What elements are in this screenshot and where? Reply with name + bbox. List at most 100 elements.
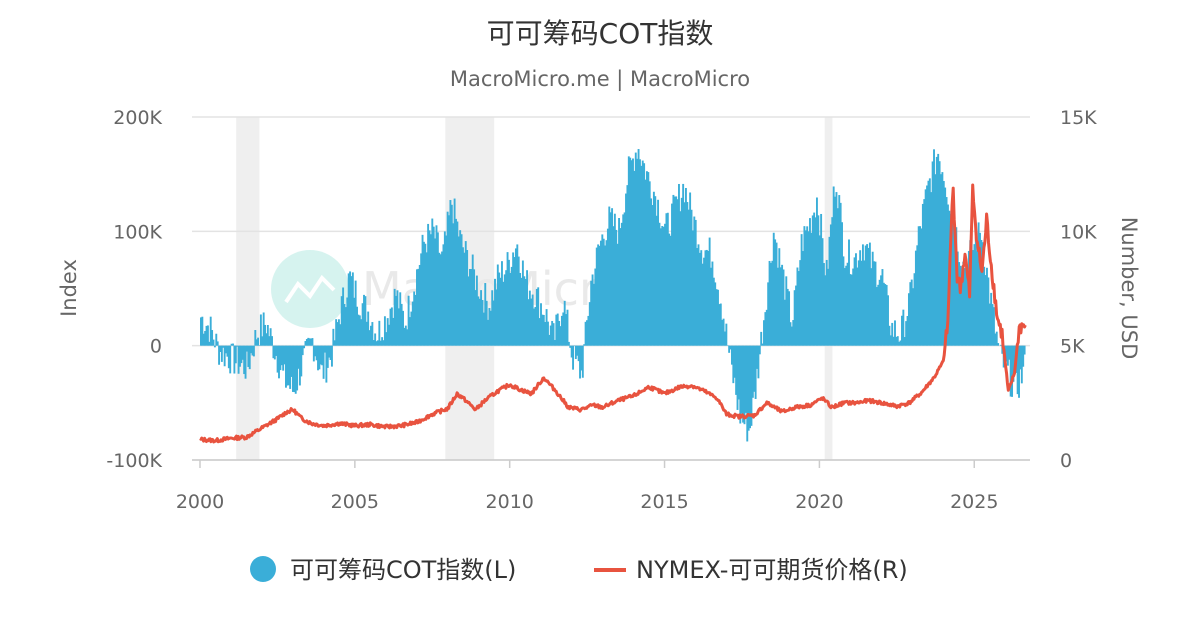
cot-bar-326 <box>654 196 657 346</box>
cot-bar-153 <box>413 291 416 346</box>
cot-bar-280 <box>590 280 593 346</box>
legend-circle-icon <box>250 556 276 582</box>
left-tick-label: 0 <box>150 336 162 358</box>
cot-bars <box>200 149 1026 442</box>
legend-item-cot[interactable]: 可可筹码COT指数(L) <box>250 556 516 584</box>
cot-bar-245 <box>541 314 544 346</box>
cot-bar-129 <box>379 340 382 346</box>
cot-bar-67 <box>293 345 296 393</box>
cot-bar-107 <box>349 271 352 346</box>
cot-bar-179 <box>449 200 452 346</box>
cot-bar-216 <box>501 261 503 346</box>
cot-bar-281 <box>591 274 594 346</box>
cot-bar-213 <box>496 264 499 346</box>
cot-bar-126 <box>375 341 378 346</box>
legend-item-price[interactable]: NYMEX-可可期货价格(R) <box>594 556 908 584</box>
cot-bar-555 <box>973 244 976 346</box>
cot-bar-82 <box>314 345 317 357</box>
cot-bar-109 <box>351 272 354 346</box>
cot-bar-269 <box>574 345 577 360</box>
cot-bar-234 <box>526 270 529 346</box>
cot-bar-230 <box>520 277 523 346</box>
cot-bar-116 <box>361 303 364 346</box>
cot-bar-454 <box>832 186 835 346</box>
cot-bar-251 <box>549 325 552 346</box>
cot-bar-177 <box>446 211 449 346</box>
cot-bar-190 <box>464 241 467 346</box>
cot-bar-508 <box>907 293 910 346</box>
cot-bar-80 <box>311 338 314 346</box>
cot-bar-370 <box>715 289 718 346</box>
cot-bar-132 <box>383 316 386 346</box>
cot-bar-250 <box>548 334 551 346</box>
cot-bar-447 <box>822 263 825 346</box>
cot-bar-166 <box>431 218 434 346</box>
cot-bar-300 <box>618 218 620 346</box>
cot-bar-33 <box>245 345 248 352</box>
cot-bar-240 <box>534 307 537 346</box>
cot-bar-9 <box>212 339 215 346</box>
cot-bar-397 <box>753 345 756 392</box>
x-axis-ticks: 2000 2005 2010 2015 2020 2025 <box>176 460 998 513</box>
cot-bar-4 <box>205 325 208 346</box>
cot-bar-557 <box>976 251 979 346</box>
cot-bar-229 <box>519 272 522 346</box>
cot-bar-81 <box>312 345 315 362</box>
cot-bar-550 <box>966 271 969 346</box>
cot-bar-440 <box>813 212 816 346</box>
cot-bar-413 <box>775 242 778 346</box>
cot-bar-22 <box>230 343 233 346</box>
cot-bar-424 <box>790 326 793 346</box>
cot-bar-428 <box>796 267 799 346</box>
right-tick-label: 5K <box>1060 336 1085 358</box>
cot-bar-20 <box>227 345 230 369</box>
cot-bar-52 <box>272 345 275 359</box>
cot-bar-313 <box>636 158 639 346</box>
cot-bar-249 <box>547 321 549 346</box>
cot-bar-122 <box>370 325 372 346</box>
right-tick-label: 0 <box>1060 450 1072 472</box>
cot-bar-446 <box>821 238 824 346</box>
chart-subtitle: MacroMicro.me | MacroMicro <box>450 67 750 92</box>
cot-bar-520 <box>924 189 927 346</box>
cot-bar-2 <box>202 333 205 346</box>
cot-bar-546 <box>960 274 963 346</box>
cot-bar-44 <box>261 336 264 346</box>
cot-bar-401 <box>758 345 761 355</box>
cot-bar-241 <box>535 288 538 346</box>
cot-bar-197 <box>474 290 477 346</box>
cot-bar-476 <box>863 260 866 346</box>
cot-bar-243 <box>538 318 541 346</box>
cot-bar-276 <box>584 321 587 346</box>
cot-bar-65 <box>290 345 293 377</box>
cot-bar-439 <box>811 215 814 346</box>
cot-bar-459 <box>839 202 842 346</box>
cot-bar-377 <box>725 323 728 346</box>
cot-bar-453 <box>831 217 834 346</box>
cot-bar-296 <box>612 226 615 346</box>
cot-bar-387 <box>739 345 742 424</box>
cot-bar-192 <box>467 276 470 346</box>
cot-bar-40 <box>255 339 258 346</box>
cot-bar-18 <box>225 345 227 354</box>
cot-bar-133 <box>385 332 388 346</box>
cot-bar-452 <box>829 224 832 346</box>
cot-bar-247 <box>544 321 547 346</box>
cot-bar-519 <box>923 199 926 346</box>
cot-bar-291 <box>605 240 608 346</box>
cot-bar-114 <box>358 315 361 346</box>
cot-bar-395 <box>750 345 753 426</box>
left-axis-title: Index <box>57 259 81 317</box>
cot-bar-74 <box>303 345 306 349</box>
cot-bar-354 <box>693 216 696 346</box>
cot-bar-253 <box>552 323 555 346</box>
cot-bar-189 <box>463 252 466 346</box>
cot-bar-341 <box>675 196 678 346</box>
cot-bar-523 <box>928 178 931 346</box>
cot-bar-148 <box>406 329 409 346</box>
cot-bar-123 <box>371 322 374 346</box>
cot-bar-333 <box>664 223 666 346</box>
x-tick-label: 2025 <box>950 491 998 513</box>
cot-bar-414 <box>776 267 779 346</box>
cot-bar-499 <box>895 336 898 346</box>
